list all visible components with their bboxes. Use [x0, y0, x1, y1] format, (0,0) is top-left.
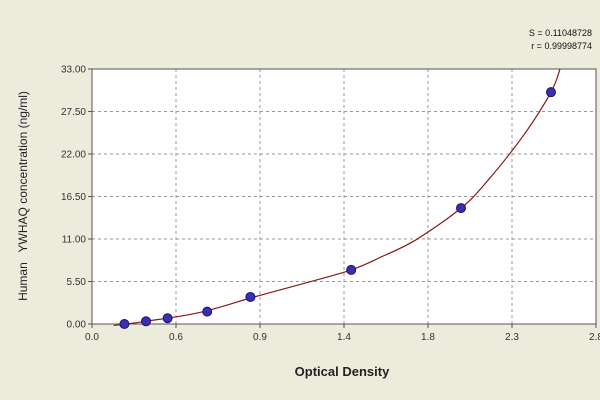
data-points	[119, 87, 556, 329]
x-axis-title: Optical Density	[295, 364, 390, 379]
y-tick-label: 22.00	[61, 150, 86, 161]
y-tick-label: 33.00	[61, 65, 86, 76]
x-tick-label: 1.8	[421, 332, 435, 343]
fit-curve-layer	[113, 68, 561, 327]
data-point	[546, 87, 556, 98]
data-point	[346, 264, 357, 275]
x-tick-label: 2.8	[589, 332, 600, 343]
data-point	[141, 316, 151, 327]
y-tick-label: 27.50	[61, 107, 86, 118]
grid-lines	[92, 69, 596, 324]
stat-r-value: r = 0.99998774	[531, 41, 592, 51]
y-tick-label: 5.50	[67, 277, 87, 288]
y-axis-title: Human YWHAQ concentration (ng/ml)	[16, 91, 30, 301]
data-point	[119, 319, 130, 329]
x-tick-label: 0.9	[253, 332, 267, 343]
y-tick-label: 11.00	[62, 235, 87, 246]
stat-s-value: S = 0.11048728	[529, 28, 592, 38]
x-tick-label: 1.4	[337, 332, 351, 343]
y-tick-label: 0.00	[67, 320, 87, 331]
x-tick-label: 0.0	[85, 332, 99, 343]
x-tick-label: 2.3	[505, 332, 519, 343]
fit-curve	[113, 68, 561, 327]
x-tick-labels: 0.0 0.6 0.9 1.4 1.8 2.3 2.8	[85, 324, 600, 343]
data-point	[456, 203, 466, 214]
x-tick-label: 0.6	[169, 332, 183, 343]
y-tick-labels: 0.00 5.50 11.00 16.50 22.00 27.50 33.00	[61, 65, 92, 331]
data-point	[245, 291, 256, 302]
y-tick-label: 16.50	[61, 192, 86, 203]
data-point	[202, 306, 213, 317]
data-point	[162, 313, 173, 324]
